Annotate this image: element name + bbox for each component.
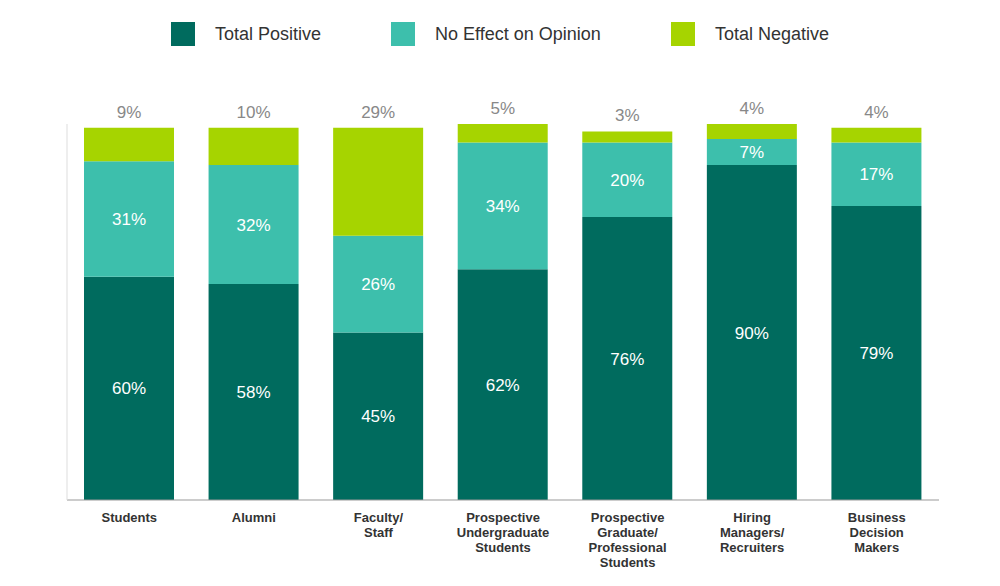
svg-text:4%: 4%	[740, 99, 765, 118]
svg-text:4%: 4%	[864, 103, 889, 122]
svg-text:10%: 10%	[237, 103, 271, 122]
svg-text:76%: 76%	[610, 350, 644, 369]
svg-text:34%: 34%	[486, 197, 520, 216]
svg-text:5%: 5%	[490, 99, 515, 118]
svg-text:79%: 79%	[859, 344, 893, 363]
svg-text:17%: 17%	[859, 165, 893, 184]
svg-text:20%: 20%	[610, 171, 644, 190]
svg-text:58%: 58%	[237, 383, 271, 402]
svg-text:31%: 31%	[112, 210, 146, 229]
svg-text:Alumni: Alumni	[232, 510, 276, 525]
svg-text:90%: 90%	[735, 324, 769, 343]
svg-text:HiringManagers/Recruiters: HiringManagers/Recruiters	[720, 510, 785, 555]
svg-text:ProspectiveUndergraduateStuden: ProspectiveUndergraduateStudents	[457, 510, 549, 555]
svg-text:BusinessDecisionMakers: BusinessDecisionMakers	[848, 510, 906, 555]
svg-text:9%: 9%	[117, 103, 142, 122]
svg-text:3%: 3%	[615, 106, 640, 125]
svg-text:32%: 32%	[237, 216, 271, 235]
svg-text:45%: 45%	[361, 407, 395, 426]
svg-text:ProspectiveGraduate/Profession: ProspectiveGraduate/ProfessionalStudents	[589, 510, 667, 570]
svg-text:26%: 26%	[361, 275, 395, 294]
svg-text:7%: 7%	[740, 143, 765, 162]
html-text:Total Positive: Total Positive	[215, 23, 322, 44]
svg-text:62%: 62%	[486, 376, 520, 395]
svg-text:Students: Students	[101, 510, 157, 525]
html-text:No Effect on Opinion: No Effect on Opinion	[435, 23, 601, 44]
svg-text:60%: 60%	[112, 379, 146, 398]
html-text:Total Negative: Total Negative	[714, 23, 829, 44]
svg-text:Faculty/Staff: Faculty/Staff	[354, 510, 404, 540]
svg-text:29%: 29%	[361, 103, 395, 122]
